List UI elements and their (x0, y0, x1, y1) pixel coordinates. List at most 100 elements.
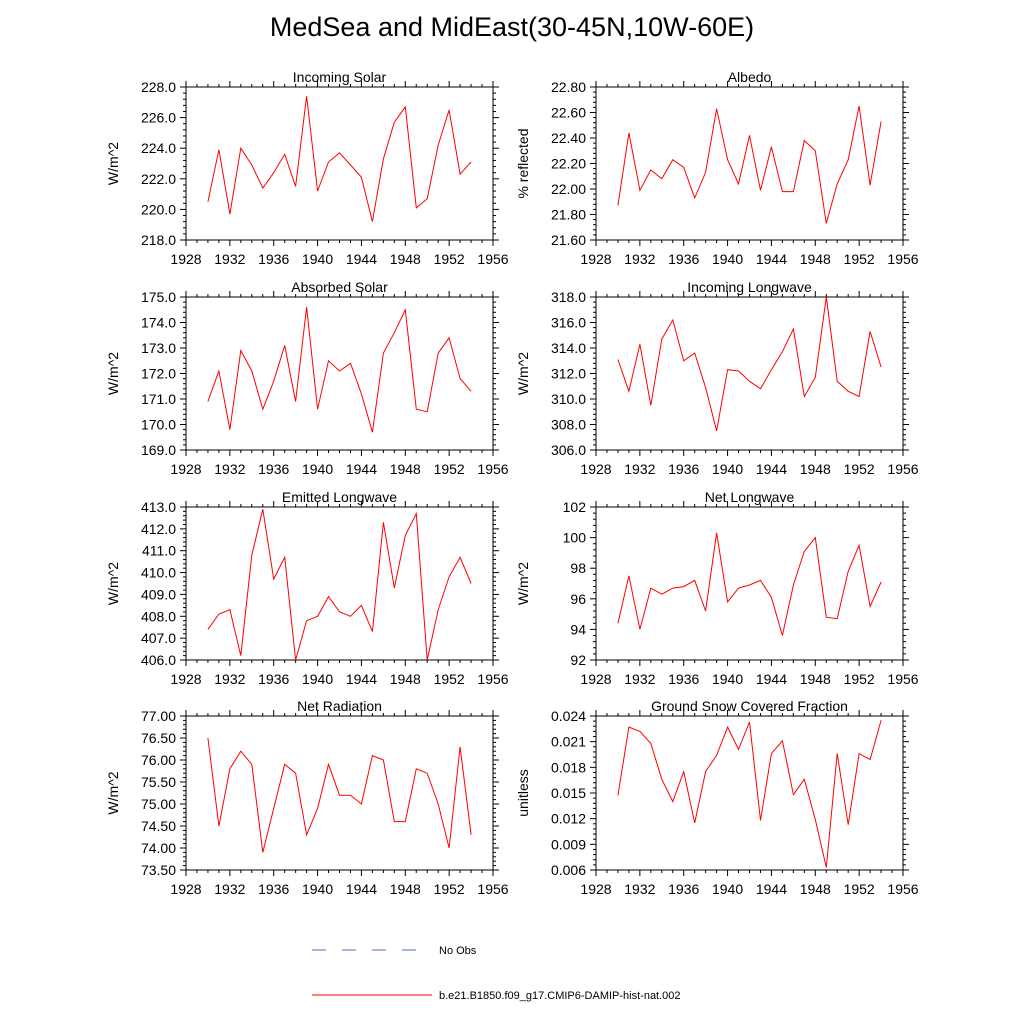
x-tick-label: 1932 (214, 881, 245, 897)
x-tick-label: 1956 (887, 671, 918, 687)
y-tick-label: 0.018 (551, 759, 586, 775)
x-tick-label: 1936 (668, 251, 699, 267)
plot-frame (595, 296, 904, 451)
x-tick-label: 1956 (477, 251, 508, 267)
x-tick-label: 1932 (624, 461, 655, 477)
x-tick-label: 1948 (390, 461, 421, 477)
series-line (617, 532, 882, 636)
y-tick-label: 308.0 (551, 417, 586, 433)
y-axis-label: unitless (515, 769, 531, 816)
y-tick-label: 169.0 (141, 442, 176, 458)
panel-title: Absorbed Solar (291, 279, 388, 295)
y-tick-label: 411.0 (142, 543, 176, 559)
y-tick-label: 75.50 (141, 774, 176, 790)
y-tick-label: 76.00 (141, 752, 176, 768)
y-tick-label: 171.0 (141, 391, 176, 407)
series-line (207, 737, 472, 853)
x-tick-label: 1948 (800, 251, 831, 267)
panel-incoming-solar: Incoming Solar W/m^2 1928 1932 1936 1940 1944 1… (105, 69, 509, 267)
y-tick-label: 218.0 (141, 232, 176, 248)
x-tick-label: 1928 (580, 671, 611, 687)
y-tick-label: 22.80 (551, 79, 586, 95)
panel-ground-snow-covered-fraction: Ground Snow Covered Fraction unitless 1928… (515, 698, 919, 897)
plot-frame (185, 86, 494, 241)
x-tick-label: 1952 (844, 881, 875, 897)
y-tick-label: 222.0 (141, 171, 176, 187)
x-tick-label: 1952 (434, 461, 465, 477)
y-axis-label: W/m^2 (105, 142, 121, 185)
x-tick-label: 1944 (756, 671, 787, 687)
y-tick-label: 98 (570, 560, 586, 576)
y-tick-label: 22.40 (551, 130, 586, 146)
y-tick-label: 174.0 (141, 315, 176, 331)
y-axis-label: W/m^2 (105, 771, 121, 814)
x-tick-label: 1932 (214, 671, 245, 687)
y-tick-label: 170.0 (141, 417, 176, 433)
panel-incoming-longwave: Incoming Longwave W/m^2 1928 1932 1936 1940 19… (515, 279, 919, 477)
y-tick-label: 406.0 (141, 652, 176, 668)
panel-absorbed-solar: Absorbed Solar W/m^2 1928 1932 1936 1940 1944 1… (105, 279, 509, 477)
y-tick-label: 173.0 (141, 340, 176, 356)
x-tick-label: 1956 (887, 251, 918, 267)
y-tick-label: 76.50 (141, 730, 176, 746)
x-tick-label: 1948 (800, 671, 831, 687)
y-tick-label: 96 (570, 591, 586, 607)
y-tick-label: 22.00 (551, 181, 586, 197)
x-tick-label: 1940 (302, 461, 333, 477)
x-tick-label: 1940 (302, 881, 333, 897)
y-tick-label: 0.012 (551, 811, 586, 827)
y-tick-label: 408.0 (141, 608, 176, 624)
y-tick-label: 228.0 (141, 79, 176, 95)
x-tick-label: 1928 (170, 461, 201, 477)
x-tick-label: 1952 (844, 251, 875, 267)
x-tick-label: 1940 (302, 671, 333, 687)
y-tick-label: 224.0 (141, 140, 176, 156)
y-tick-label: 0.006 (551, 862, 586, 878)
y-tick-label: 0.024 (551, 708, 586, 724)
y-axis-label: W/m^2 (105, 562, 121, 605)
y-tick-label: 172.0 (141, 366, 176, 382)
y-tick-label: 312.0 (551, 366, 586, 382)
y-tick-label: 0.015 (551, 785, 586, 801)
y-tick-label: 412.0 (141, 521, 176, 537)
x-tick-label: 1956 (477, 671, 508, 687)
series-line (207, 509, 472, 661)
y-tick-label: 73.50 (141, 862, 176, 878)
x-tick-label: 1952 (844, 671, 875, 687)
plot-frame (595, 715, 904, 871)
panel-emitted-longwave: Emitted Longwave W/m^2 1928 1932 1936 1940 194… (105, 489, 509, 687)
x-tick-label: 1952 (434, 881, 465, 897)
x-tick-label: 1936 (258, 671, 289, 687)
y-axis-label: % reflected (515, 128, 531, 198)
series-line (617, 106, 882, 224)
y-tick-label: 0.009 (551, 836, 586, 852)
y-axis-label: W/m^2 (105, 352, 121, 395)
x-tick-label: 1944 (346, 251, 377, 267)
x-tick-label: 1944 (756, 461, 787, 477)
y-tick-label: 306.0 (551, 442, 586, 458)
x-tick-label: 1932 (624, 251, 655, 267)
x-tick-label: 1948 (800, 881, 831, 897)
x-tick-label: 1940 (712, 881, 743, 897)
y-tick-label: 94 (570, 621, 586, 637)
panel-title: Albedo (728, 69, 772, 85)
panel-title: Incoming Longwave (687, 279, 812, 295)
series-line (207, 96, 472, 222)
x-tick-label: 1952 (434, 671, 465, 687)
series-line (617, 720, 882, 868)
y-tick-label: 100 (563, 530, 587, 546)
x-tick-label: 1940 (712, 671, 743, 687)
x-tick-label: 1940 (712, 251, 743, 267)
x-tick-label: 1944 (756, 251, 787, 267)
y-tick-label: 318.0 (551, 289, 586, 305)
x-tick-label: 1956 (887, 461, 918, 477)
x-tick-label: 1956 (887, 881, 918, 897)
y-tick-label: 226.0 (141, 110, 176, 126)
y-tick-label: 74.00 (141, 840, 176, 856)
y-tick-label: 220.0 (141, 201, 176, 217)
x-tick-label: 1944 (346, 671, 377, 687)
x-tick-label: 1948 (390, 881, 421, 897)
x-tick-label: 1936 (668, 671, 699, 687)
x-tick-label: 1940 (302, 251, 333, 267)
x-tick-label: 1952 (434, 251, 465, 267)
